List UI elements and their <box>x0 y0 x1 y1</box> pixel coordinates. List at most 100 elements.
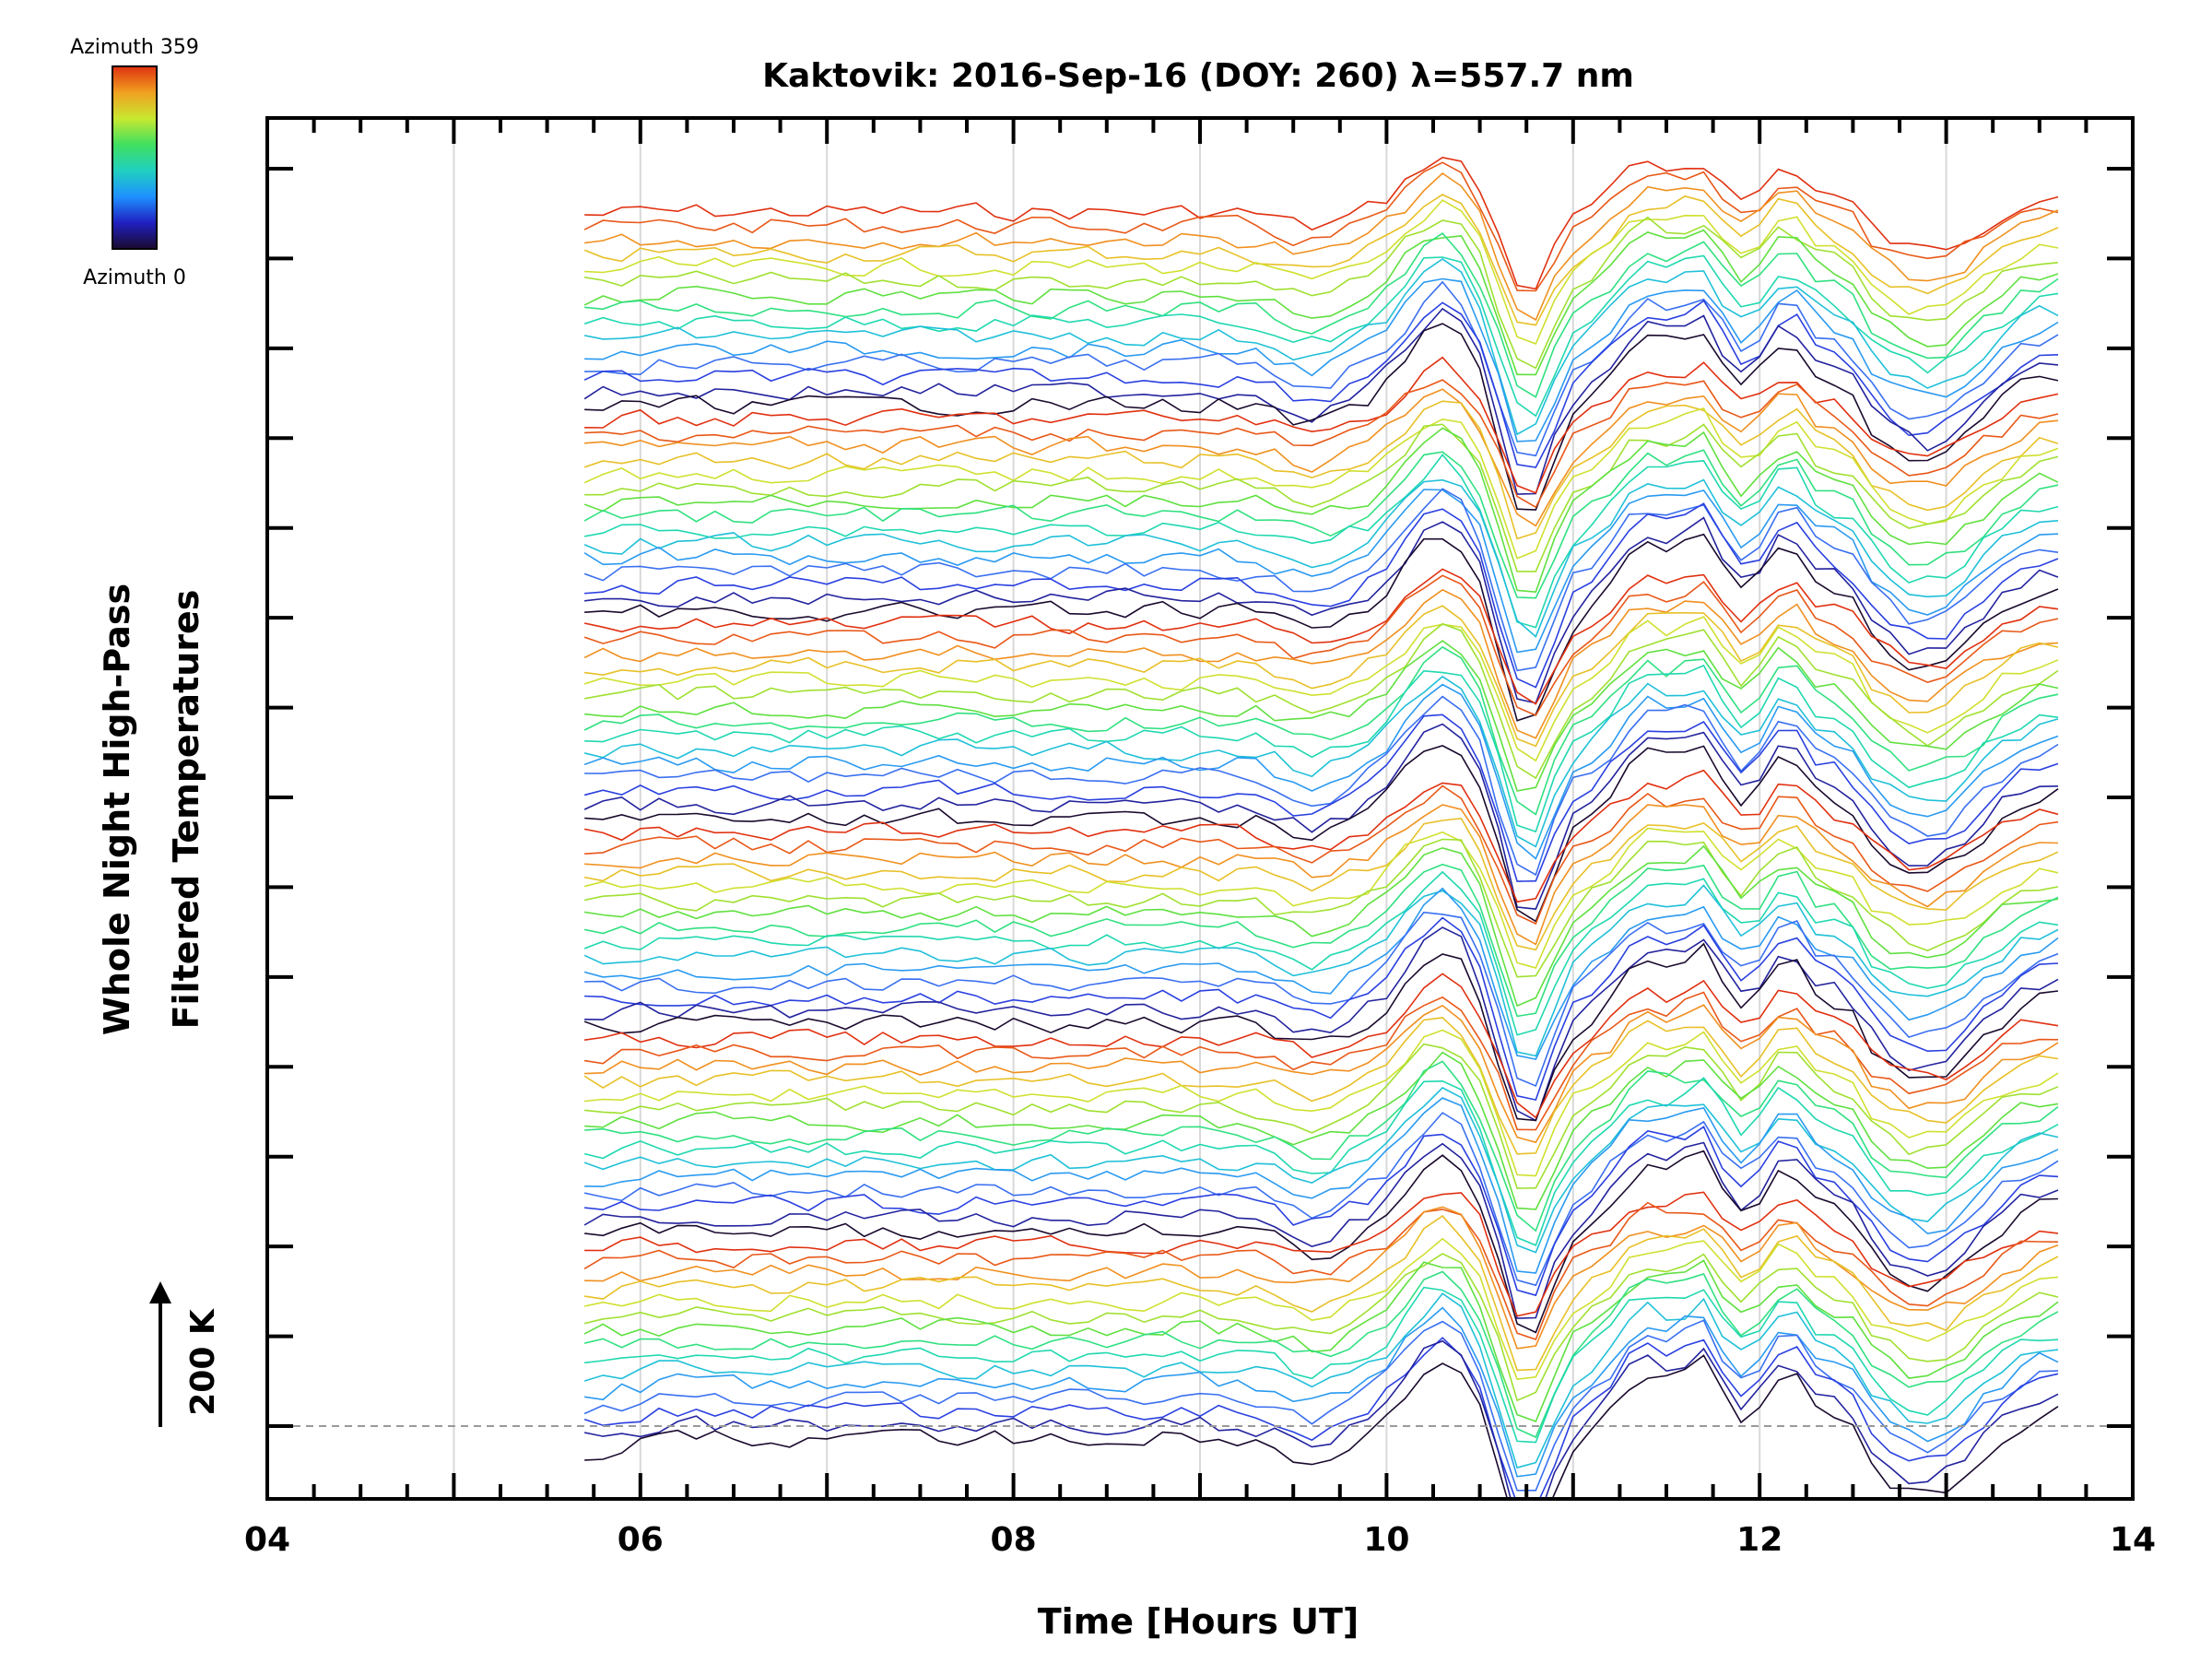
series-line <box>584 1150 2059 1334</box>
series-line <box>584 1206 2059 1350</box>
x-tick-label: 04 <box>244 1521 290 1559</box>
series-line <box>583 1237 2059 1380</box>
series-line <box>584 280 2059 457</box>
series-line <box>583 838 2059 978</box>
series-line <box>584 640 2059 792</box>
series-line <box>583 1306 2059 1478</box>
x-tick-label: 06 <box>618 1521 664 1559</box>
scale-label: 200 K <box>184 1308 222 1416</box>
series-line <box>584 926 2059 1122</box>
colorbar-bottom-label: Azimuth 0 <box>83 266 186 289</box>
series-line <box>583 870 2059 1036</box>
series-line <box>584 502 2059 689</box>
series-line <box>584 232 2059 398</box>
series-line <box>583 887 2059 1061</box>
series-line <box>583 973 2059 1119</box>
series-line <box>583 769 2059 903</box>
series-line <box>584 277 2059 442</box>
series-line <box>584 1191 2059 1317</box>
series-line <box>584 695 2059 877</box>
series-line <box>584 1286 2059 1444</box>
series-line <box>583 942 2059 1122</box>
series-line <box>584 745 2059 923</box>
series-line <box>583 307 2059 495</box>
series-line <box>583 171 2059 322</box>
series-line <box>584 199 2059 346</box>
series-line <box>584 1051 2059 1210</box>
series-line <box>583 1201 2059 1341</box>
series-line <box>583 407 2059 560</box>
series-line <box>583 991 2059 1131</box>
series-line <box>583 489 2059 654</box>
series-line <box>583 683 2059 860</box>
x-tick-label: 10 <box>1363 1521 1409 1559</box>
series-line <box>584 804 2059 946</box>
series-line <box>583 723 2059 910</box>
series-line <box>583 1259 2059 1423</box>
scale-arrow-head <box>149 1281 171 1303</box>
series-line <box>584 1029 2059 1177</box>
x-axis-label: Time [Hours UT] <box>1038 1601 1359 1642</box>
series-line <box>584 664 2059 833</box>
series-line <box>583 645 2059 816</box>
x-tick-label: 14 <box>2110 1521 2156 1559</box>
series-line <box>584 533 2059 722</box>
scale-bar: 200 K <box>149 1281 222 1427</box>
series-line <box>583 817 2059 951</box>
series-line <box>583 1339 2059 1499</box>
series-line <box>583 1337 2059 1499</box>
series-line <box>583 254 2059 418</box>
series-line <box>583 863 2059 1018</box>
series-line <box>584 423 2059 572</box>
series-line <box>583 216 2059 370</box>
series-line <box>583 400 2059 540</box>
series-line <box>583 1270 2059 1439</box>
series-line <box>584 1043 2059 1189</box>
series-line <box>584 1004 2059 1144</box>
series-line <box>583 427 2059 594</box>
colorbar-top-label: Azimuth 359 <box>70 36 199 59</box>
series-line <box>583 1017 2059 1155</box>
series-line <box>583 488 2059 672</box>
series-line <box>583 622 2059 780</box>
series-group <box>583 156 2059 1499</box>
series-line <box>583 1292 2059 1469</box>
series-line <box>583 1253 2059 1402</box>
series-line <box>583 884 2059 1057</box>
series-line <box>583 300 2059 468</box>
grid-lines <box>453 118 1947 1499</box>
series-line <box>583 1077 2059 1246</box>
series-line <box>583 454 2059 629</box>
series-line <box>584 1097 2059 1274</box>
axis-ticks <box>265 118 2135 1499</box>
series-line <box>584 1060 2059 1233</box>
series-line <box>583 194 2059 326</box>
series-line <box>583 229 2059 376</box>
series-line <box>584 156 2059 290</box>
x-tick-labels: 04 06 08 10 12 14 <box>244 1521 2156 1559</box>
series-line <box>583 675 2059 848</box>
y-axis-label-line2: Filtered Temperatures <box>166 590 206 1030</box>
series-line <box>584 388 2059 527</box>
series-line <box>583 714 2059 882</box>
series-line <box>583 616 2059 762</box>
series-line <box>583 478 2059 638</box>
series-line <box>584 323 2059 511</box>
series-line <box>584 911 2059 1088</box>
series-line <box>583 605 2059 748</box>
series-line <box>584 379 2059 509</box>
series-line <box>583 161 2059 292</box>
series-line <box>583 1112 2059 1287</box>
series-line <box>583 844 2059 1008</box>
series-line <box>583 1215 2059 1372</box>
x-tick-label: 12 <box>1736 1521 1783 1559</box>
series-line <box>584 356 2059 494</box>
series-line <box>583 1087 2059 1254</box>
series-line <box>583 449 2059 599</box>
series-line <box>583 1319 2059 1492</box>
y-axis-label-line1: Whole Night High-Pass <box>97 584 137 1035</box>
series-line <box>583 1141 2059 1319</box>
series-line <box>584 784 2059 926</box>
